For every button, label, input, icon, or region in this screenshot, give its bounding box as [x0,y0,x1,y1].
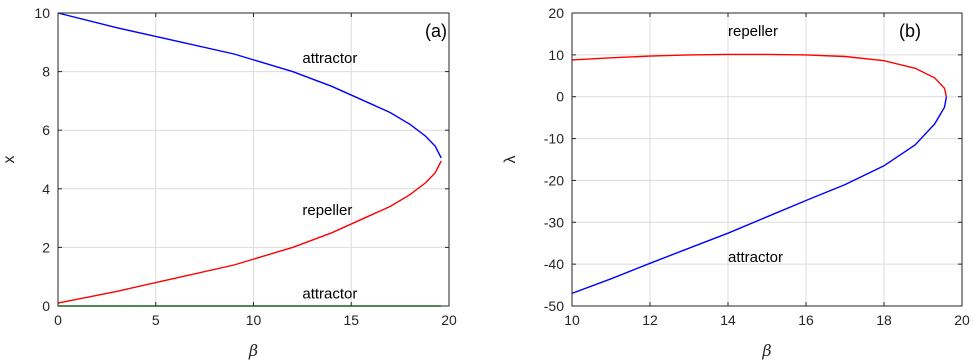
x-tick-label: 18 [876,312,892,328]
x-tick-label: 12 [642,312,658,328]
panel-a-chart: 0 5 10 15 20 0 2 4 6 8 10 β x attractor repeller attrac… [1,5,457,360]
y-tick-label: -50 [544,298,564,314]
y-tick-label: 20 [548,5,564,21]
y-tick-label: -10 [544,131,564,147]
annotation-repeller: repeller [728,23,778,40]
series-repeller-line [571,53,948,97]
x-tick-label: 20 [954,312,970,328]
x-axis-label: β [761,341,771,360]
x-tick-label: 16 [798,312,814,328]
y-tick-label: 0 [556,89,564,105]
y-tick-label: 8 [42,64,50,80]
panel-tag: (a) [425,21,447,41]
panel-b-chart: 10 12 14 16 18 20 -50 -40 -30 -20 -10 0 10 20 β λ repell… [502,5,970,360]
y-tick-label: 10 [34,5,50,21]
annotation-attractor: attractor [302,286,357,303]
y-tick-label: 10 [548,47,564,63]
series-repeller-line [57,160,442,304]
y-axis-label: x [1,156,18,164]
x-tick-label: 10 [564,312,580,328]
x-tick-label: 10 [246,312,262,328]
y-tick-label: -20 [544,172,564,188]
y-tick-label: 0 [42,298,50,314]
y-axis-label: λ [502,156,519,164]
annotation-attractor: attractor [728,249,783,266]
x-tick-label: 5 [152,312,160,328]
x-axis-label: β [248,341,258,360]
annotation-repeller: repeller [302,202,352,219]
y-tick-label: -40 [544,256,564,272]
x-tick-label: 20 [441,312,457,328]
y-tick-label: -30 [544,214,564,230]
y-tick-label: 4 [42,181,50,197]
y-tick-label: 6 [42,122,50,138]
series-attractor-line [57,12,442,159]
panel-tag: (b) [899,21,921,41]
x-tick-label: 15 [343,312,359,328]
plot-frame [571,12,963,307]
x-tick-label: 14 [720,312,736,328]
annotation-attractor: attractor [302,50,357,67]
x-tick-label: 0 [54,312,62,328]
y-tick-label: 2 [42,239,50,255]
series-attractor-line [571,96,948,295]
